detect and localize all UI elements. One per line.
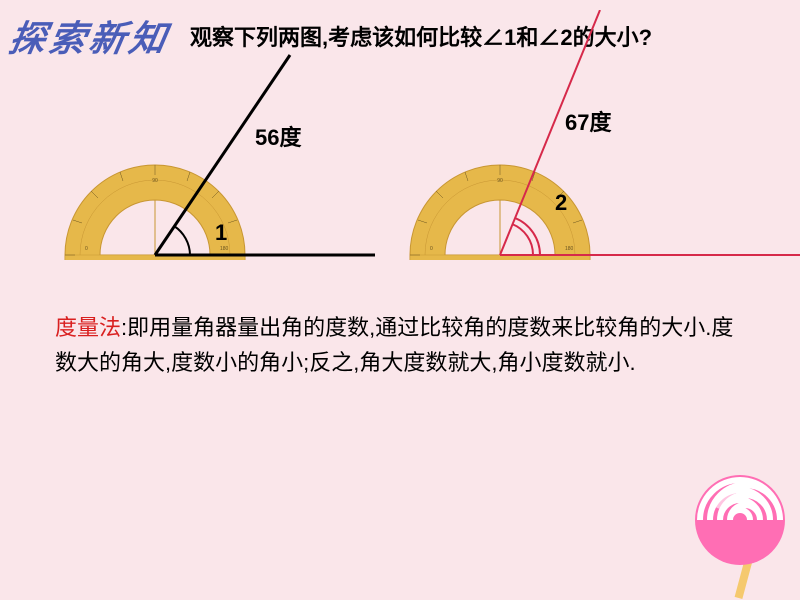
lollipop-decoration [680,460,800,600]
svg-text:180: 180 [220,246,229,252]
svg-text:90: 90 [497,178,503,184]
svg-text:0: 0 [430,246,433,252]
explanation-block: 度量法:即用量角器量出角的度数,通过比较角的度数来比较角的大小.度数大的角大,度… [55,310,740,380]
svg-text:90: 90 [152,178,158,184]
explanation-text: :即用量角器量出角的度数,通过比较角的度数来比较角的大小.度数大的角大,度数小的… [55,315,733,375]
angle-1-number: 1 [215,220,227,246]
angle-2-degree: 67度 [565,105,611,137]
protractor-2: 90 0 180 [400,160,600,260]
question-text: 观察下列两图,考虑该如何比较∠1和∠2的大小? [190,20,652,52]
method-name: 度量法 [55,315,121,340]
svg-text:0: 0 [85,246,88,252]
angle-2-number: 2 [555,190,567,216]
angle-1-degree: 56度 [255,120,301,152]
svg-text:180: 180 [565,246,574,252]
title-decoration: 探索新知 [5,10,174,62]
